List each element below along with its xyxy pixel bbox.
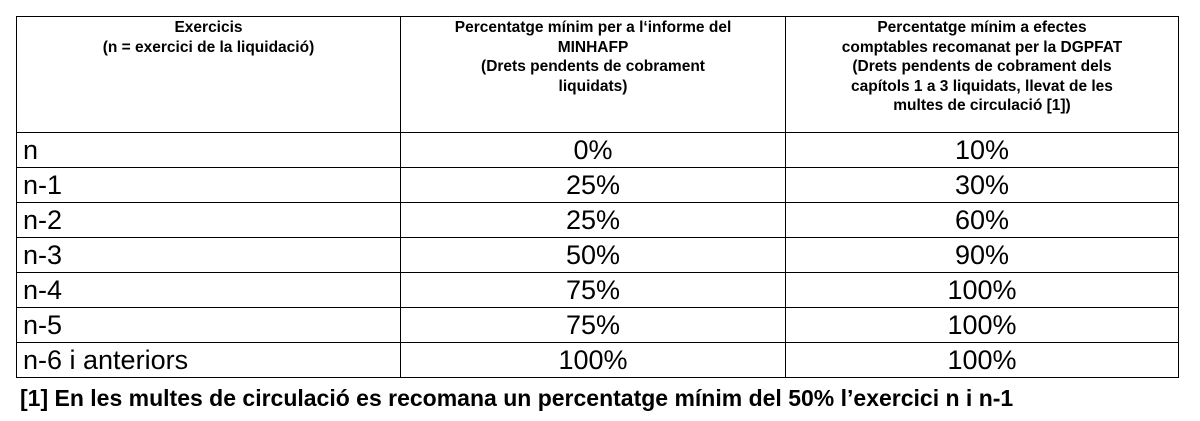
dgpfat-percent-cell: 10% (785, 132, 1179, 168)
header-line: (n = exercici de la liquidació) (102, 38, 315, 56)
header-line: capítols 1 a 3 liquidats, llevat de les (851, 77, 1113, 95)
minhafp-percent-cell: 100% (400, 342, 786, 378)
minhafp-percent-cell: 25% (400, 167, 786, 203)
table-row: n-6 i anteriors 100% 100% (16, 342, 1179, 378)
minhafp-percent-cell: 75% (400, 307, 786, 343)
header-row: Exercicis (n = exercici de la liquidació… (16, 16, 1179, 133)
header-dgpfat: Percentatge mínim a efectes comptables r… (785, 16, 1179, 133)
table-row: n-2 25% 60% (16, 202, 1179, 238)
period-cell: n (16, 132, 401, 168)
header-line: liquidats) (558, 77, 628, 95)
header-line: (Drets pendents de cobrament (481, 58, 705, 75)
header-minhafp: Percentatge mínim per a l‘informe del MI… (400, 16, 786, 133)
table-row: n 0% 10% (16, 132, 1179, 168)
table-header: Exercicis (n = exercici de la liquidació… (16, 16, 1179, 133)
header-line: Percentatge mínim a efectes (877, 19, 1087, 36)
table-row: n-1 25% 30% (16, 167, 1179, 203)
table-row: n-5 75% 100% (16, 307, 1179, 343)
header-exercicis: Exercicis (n = exercici de la liquidació… (16, 16, 401, 133)
dgpfat-percent-cell: 30% (785, 167, 1179, 203)
period-cell: n-6 i anteriors (16, 342, 401, 378)
header-line: MINHAFP (557, 38, 629, 56)
table-body: n 0% 10% n-1 25% 30% n-2 25% 60% n-3 50%… (16, 132, 1179, 378)
dgpfat-percent-cell: 60% (785, 202, 1179, 238)
minhafp-percent-cell: 75% (400, 272, 786, 308)
minhafp-percent-cell: 50% (400, 237, 786, 273)
header-line: (Drets pendents de cobrament dels (852, 58, 1112, 75)
period-cell: n-5 (16, 307, 401, 343)
dgpfat-percent-cell: 90% (785, 237, 1179, 273)
dgpfat-percent-cell: 100% (785, 272, 1179, 308)
dgpfat-percent-cell: 100% (785, 342, 1179, 378)
header-line: Percentatge mínim per a l‘informe del (454, 19, 732, 36)
header-line: comptables recomanat per la DGPFAT (841, 38, 1123, 56)
minhafp-percent-cell: 0% (400, 132, 786, 168)
period-cell: n-1 (16, 167, 401, 203)
period-cell: n-3 (16, 237, 401, 273)
dgpfat-percent-cell: 100% (785, 307, 1179, 343)
period-cell: n-2 (16, 202, 401, 238)
table-row: n-3 50% 90% (16, 237, 1179, 273)
footnote: [1] En les multes de circulació es recom… (20, 385, 1014, 411)
table-row: n-4 75% 100% (16, 272, 1179, 308)
percentages-table: Exercicis (n = exercici de la liquidació… (16, 16, 1179, 378)
period-cell: n-4 (16, 272, 401, 308)
header-line: multes de circulació [1]) (893, 97, 1071, 114)
header-line: Exercicis (174, 19, 243, 36)
minhafp-percent-cell: 25% (400, 202, 786, 238)
